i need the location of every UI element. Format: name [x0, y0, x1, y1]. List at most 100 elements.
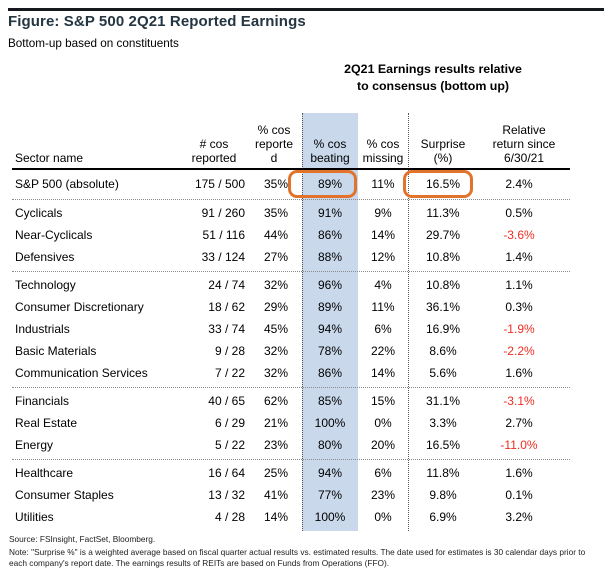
- column-divider-right: [408, 113, 409, 531]
- cell-relative-return: 1.6%: [505, 466, 533, 480]
- cell-sector: S&P 500 (absolute): [15, 177, 119, 191]
- table-group-4: Healthcare 16 / 64 25% 94% 6% 11.8% 1.6% Consum…: [12, 460, 570, 531]
- column-header-relative-return: Relative return since 6/30/21: [492, 123, 556, 165]
- earnings-table: Sector name # cos reported % cos reporte d % c…: [12, 110, 570, 531]
- cell-pct-missing: 20%: [370, 438, 396, 452]
- cell-relative-return: 3.2%: [505, 510, 533, 524]
- cell-pct-missing: 4%: [374, 278, 392, 292]
- footer-note: Note: "Surprise %" is a weighted average…: [9, 546, 586, 569]
- cell-surprise: 11.3%: [426, 206, 460, 220]
- cell-surprise: 10.8%: [425, 250, 461, 264]
- cell-pct-beating: 100%: [314, 416, 346, 430]
- table-row: Industrials 33 / 74 45% 94% 6% 16.9% -1.9%: [12, 318, 570, 340]
- table-row: Real Estate 6 / 29 21% 100% 0% 3.3% 2.7%: [12, 412, 570, 434]
- cell-pct-reported: 32%: [263, 366, 288, 380]
- cell-sector: Real Estate: [15, 416, 78, 430]
- cell-pct-missing: 14%: [370, 228, 396, 242]
- cell-relative-return: 0.1%: [505, 488, 533, 502]
- cell-pct-reported: 29%: [263, 300, 288, 314]
- cell-cos-reported: 24 / 74: [208, 278, 245, 292]
- cell-relative-return: 1.4%: [505, 250, 533, 264]
- table-group-0: S&P 500 (absolute) 175 / 500 35% 89% 11% 16.5…: [12, 170, 570, 200]
- cell-sector: Consumer Staples: [15, 488, 114, 502]
- figure-title: Figure: S&P 500 2Q21 Reported Earnings: [8, 13, 306, 30]
- highlight-circle: [403, 170, 473, 198]
- cell-pct-beating: 100%: [314, 510, 346, 524]
- cell-pct-beating: 80%: [317, 438, 343, 452]
- cell-sector: Energy: [15, 438, 54, 452]
- cell-cos-reported: 7 / 22: [214, 366, 245, 380]
- cell-pct-beating: 77%: [317, 488, 343, 502]
- cell-sector: Financials: [15, 394, 70, 408]
- figure-footer: Source: FSInsight, FactSet, Bloomberg. N…: [9, 534, 605, 570]
- table-row: Near-Cyclicals 51 / 116 44% 86% 14% 29.7% -3.6…: [12, 224, 570, 246]
- table-group-3: Financials 40 / 65 62% 85% 15% 31.1% -3.1% Real…: [12, 388, 570, 460]
- column-header-pct-reported: % cos reporte d: [254, 123, 294, 165]
- cell-cos-reported: 13 / 32: [208, 488, 245, 502]
- table-row: Consumer Staples 13 / 32 41% 77% 23% 9.8% 0.1%: [12, 484, 570, 506]
- cell-pct-missing: 15%: [370, 394, 396, 408]
- cell-surprise: 36.1%: [425, 300, 461, 314]
- cell-surprise: 31.1%: [425, 394, 461, 408]
- table-row: Communication Services 7 / 22 32% 86% 14% 5.6…: [12, 362, 570, 384]
- column-header-surprise: Surprise (%): [420, 137, 466, 165]
- table-group-1: Cyclicals 91 / 260 35% 91% 9% 11.3% 0.5% Near-C…: [12, 200, 570, 272]
- cell-relative-return: 0.5%: [505, 206, 533, 220]
- cell-pct-reported: 25%: [263, 466, 288, 480]
- cell-sector: Consumer Discretionary: [15, 300, 144, 314]
- table-row: Technology 24 / 74 32% 96% 4% 10.8% 1.1%: [12, 274, 570, 296]
- cell-pct-beating: 86%: [317, 366, 343, 380]
- cell-pct-missing: 0%: [374, 510, 392, 524]
- cell-surprise: 16.5%: [403, 170, 478, 198]
- consensus-caption: 2Q21 Earnings results relative to consen…: [303, 61, 563, 95]
- cell-surprise: 16.9%: [425, 322, 461, 336]
- footer-source: Source: FSInsight, FactSet, Bloomberg.: [9, 534, 156, 544]
- cell-pct-missing: 9%: [374, 206, 392, 220]
- column-divider-left: [302, 113, 303, 531]
- cell-pct-missing: 6%: [374, 466, 392, 480]
- cell-surprise: 5.6%: [429, 366, 457, 380]
- cell-relative-return: -3.1%: [503, 394, 535, 408]
- table-row: Healthcare 16 / 64 25% 94% 6% 11.8% 1.6%: [12, 462, 570, 484]
- cell-pct-missing: 6%: [374, 322, 392, 336]
- cell-pct-missing: 14%: [370, 366, 396, 380]
- cell-pct-reported: 27%: [263, 250, 288, 264]
- table-row: Consumer Discretionary 18 / 62 29% 89% 11% 36…: [12, 296, 570, 318]
- cell-surprise: 6.9%: [429, 510, 457, 524]
- cell-pct-reported: 35%: [263, 206, 288, 220]
- table-row: Basic Materials 9 / 28 32% 78% 22% 8.6% -2.2%: [12, 340, 570, 362]
- cell-sector: Near-Cyclicals: [15, 228, 93, 242]
- column-header-cos-reported: # cos reported: [191, 137, 237, 165]
- cell-sector: Industrials: [15, 322, 70, 336]
- cell-relative-return: 1.6%: [505, 366, 533, 380]
- table-group-2: Technology 24 / 74 32% 96% 4% 10.8% 1.1% Consum…: [12, 272, 570, 388]
- cell-pct-missing: 22%: [370, 344, 396, 358]
- cell-pct-reported: 23%: [263, 438, 288, 452]
- cell-sector: Basic Materials: [15, 344, 97, 358]
- cell-pct-reported: 41%: [263, 488, 288, 502]
- top-rule: [8, 8, 604, 11]
- cell-pct-reported: 14%: [263, 510, 288, 524]
- cell-relative-return: -3.6%: [503, 228, 535, 242]
- cell-cos-reported: 91 / 260: [201, 206, 245, 220]
- figure-subtitle: Bottom-up based on constituents: [8, 37, 179, 50]
- cell-surprise: 11.8%: [426, 466, 460, 480]
- cell-cos-reported: 33 / 124: [201, 250, 245, 264]
- cell-surprise: 3.3%: [429, 416, 457, 430]
- cell-pct-beating: 96%: [317, 278, 343, 292]
- column-header-pct-missing: % cos missing: [362, 137, 404, 165]
- cell-relative-return: -1.9%: [503, 322, 535, 336]
- cell-pct-beating: 85%: [317, 394, 343, 408]
- table-header-row: Sector name # cos reported % cos reporte d % c…: [12, 110, 570, 170]
- cell-pct-beating: 94%: [317, 466, 343, 480]
- table-row: Energy 5 / 22 23% 80% 20% 16.5% -11.0%: [12, 434, 570, 456]
- cell-sector: Communication Services: [15, 366, 148, 380]
- cell-sector: Cyclicals: [15, 206, 63, 220]
- table-body: S&P 500 (absolute) 175 / 500 35% 89% 11% 16.5…: [12, 170, 570, 531]
- cell-pct-beating: 94%: [317, 322, 343, 336]
- cell-sector: Healthcare: [15, 466, 74, 480]
- table-row: Utilities 4 / 28 14% 100% 0% 6.9% 3.2%: [12, 506, 570, 528]
- table-row: Financials 40 / 65 62% 85% 15% 31.1% -3.1%: [12, 390, 570, 412]
- table-row: Cyclicals 91 / 260 35% 91% 9% 11.3% 0.5%: [12, 202, 570, 224]
